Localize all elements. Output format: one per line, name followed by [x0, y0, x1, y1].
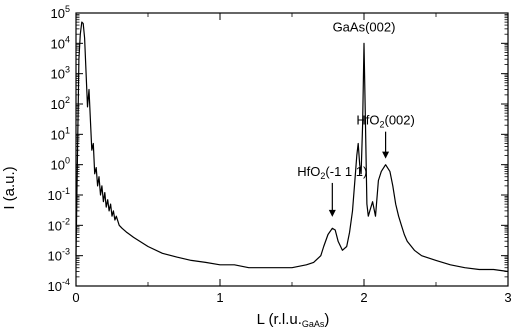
annotation-hfo2-111-arrow-head	[328, 209, 336, 217]
annotations: GaAs(002) HfO2(002) HfO2(-1 1 1)	[297, 19, 415, 217]
y-tick-label: 10-4	[48, 277, 70, 294]
y-tick-label: 102	[51, 95, 70, 112]
series-line	[75, 21, 509, 273]
series-layer	[75, 21, 509, 273]
y-axis-ticks: 10-4 10-3 10-2 10-1 100 101 102 103 104 105	[48, 4, 508, 294]
y-tick-label: 10-3	[48, 247, 70, 264]
x-axis-ticks: 0 1 2 3	[72, 13, 512, 305]
x-tick-label: 3	[504, 290, 511, 305]
annotation-hfo2-111: HfO2(-1 1 1)	[297, 164, 367, 181]
y-tick-label: 101	[51, 125, 70, 142]
y-tick-label: 100	[51, 156, 70, 173]
y-tick-label: 10-2	[48, 216, 70, 233]
plot-frame	[75, 12, 509, 287]
plot-border	[75, 12, 509, 287]
annotation-hfo2-002: HfO2(002)	[356, 113, 415, 130]
y-tick-label: 10-1	[48, 186, 70, 203]
x-tick-label: 2	[360, 290, 367, 305]
y-tick-label: 105	[51, 4, 70, 21]
y-axis-title: I (a.u.)	[1, 166, 18, 209]
x-tick-label: 0	[72, 290, 79, 305]
x-axis-title: L (r.l.u.GaAs)	[257, 311, 330, 329]
annotation-hfo2-002-arrow-head	[382, 151, 390, 159]
y-tick-label: 104	[51, 34, 70, 51]
annotation-gaas-002: GaAs(002)	[333, 19, 396, 34]
x-tick-label: 1	[216, 290, 223, 305]
y-tick-label: 103	[51, 65, 70, 82]
